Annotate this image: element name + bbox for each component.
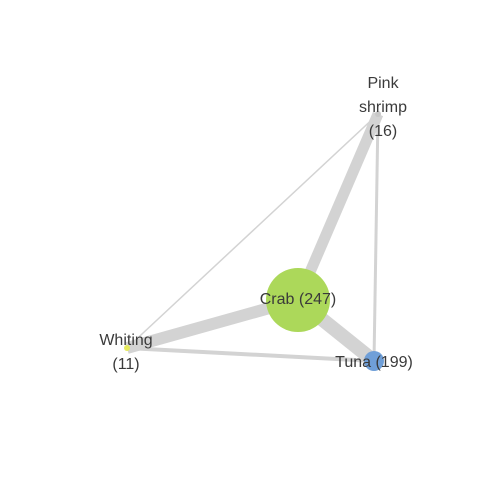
edge-layer	[125, 111, 384, 367]
node-label-tuna: Tuna (199)	[335, 354, 413, 371]
node-label-crab: Crab (247)	[260, 291, 336, 308]
node-label-whiting: Whiting (11)	[99, 332, 152, 373]
node-label-line: Tuna (199)	[335, 354, 413, 371]
node-tuna	[364, 351, 384, 371]
node-label-pink-shrimp: Pink shrimp (16)	[359, 75, 407, 140]
node-whiting	[124, 345, 130, 351]
edge-whiting-tuna	[126, 346, 375, 363]
node-label-line: Crab (247)	[260, 291, 336, 308]
node-label-line: shrimp	[359, 99, 407, 116]
edge-pink-shrimp-tuna	[372, 113, 380, 362]
node-crab	[266, 268, 330, 332]
node-pink-shrimp	[375, 111, 381, 117]
label-layer: Crab (247) Tuna (199) Pink shrimp (16) Whitin…	[99, 75, 413, 373]
edge-whiting-pink-shrimp	[126, 113, 379, 349]
node-label-line: (16)	[369, 123, 397, 140]
edge-crab-pink-shrimp	[292, 111, 384, 303]
node-label-line: Pink	[367, 75, 399, 92]
node-label-line: Whiting	[99, 332, 152, 349]
node-label-line: (11)	[112, 356, 139, 373]
node-layer	[124, 111, 384, 371]
